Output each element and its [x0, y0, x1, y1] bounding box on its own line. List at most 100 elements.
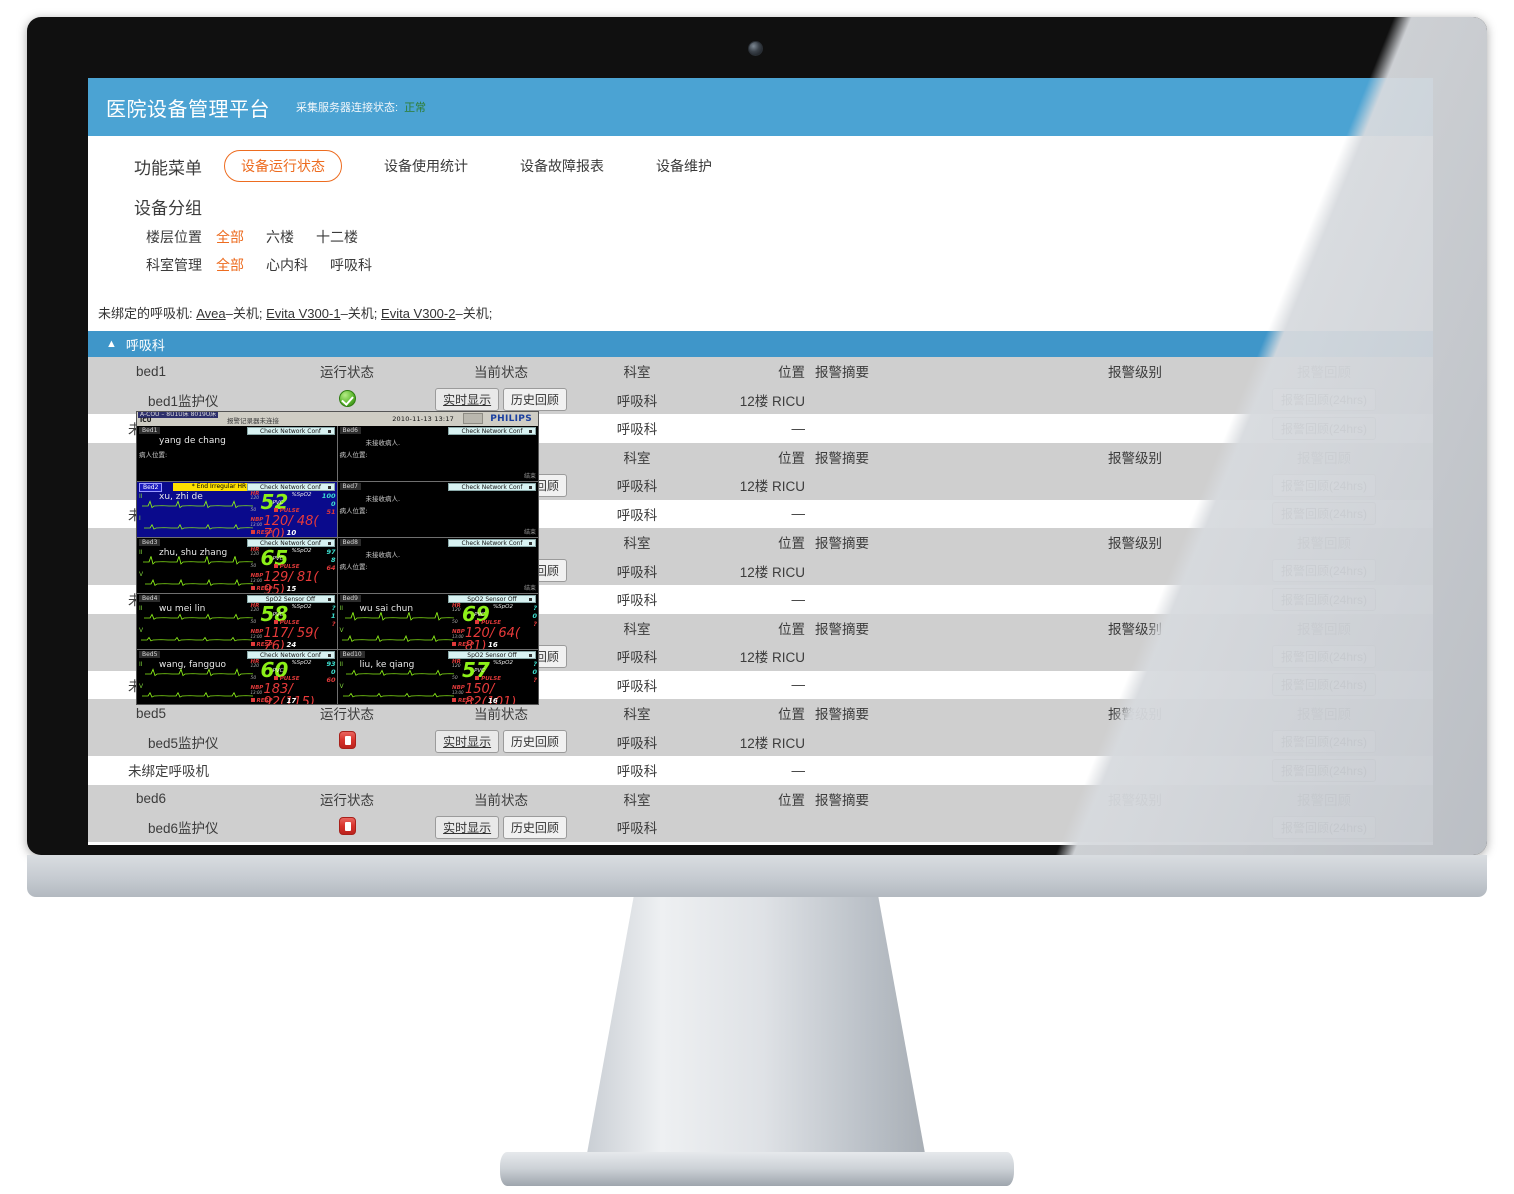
col-location: 位置 [778, 536, 805, 552]
alarm-review-button[interactable]: 报警回顾(24hrs) [1271, 502, 1376, 526]
status-ok-icon [338, 389, 356, 407]
pvc-value: 0 [330, 500, 336, 508]
bed-banner[interactable]: Check Network Conf [448, 483, 536, 491]
alarm-review-button[interactable]: 报警回顾(24hrs) [1271, 758, 1376, 782]
bed-banner[interactable]: Check Network Conf [448, 539, 536, 547]
device-alarm-level [1055, 813, 1215, 842]
status-stop-icon [273, 813, 421, 842]
function-menu-title: 功能菜单 [134, 158, 202, 178]
tab-usage-stats[interactable]: 设备使用统计 [384, 158, 468, 174]
filter-department-cardio[interactable]: 心内科 [266, 257, 308, 273]
philips-monitor-window[interactable]: A-COU – 8U1U床 8019U床 ICU 报警记录器未连接 2010-1… [136, 411, 539, 705]
status-stop-icon [273, 728, 421, 757]
resp-label: RESP [452, 642, 474, 648]
ecg-waveform-bottom [341, 634, 453, 643]
device-department: 呼吸科 [616, 821, 658, 837]
resp-value: 17 [286, 697, 297, 705]
philips-titlebar: A-COU – 8U1U床 8019U床 ICU 报警记录器未连接 2010-1… [137, 412, 538, 426]
philips-bed-cell[interactable]: Bed4 SpO2 Sensor Off wu mei lin II V HR 120 50 5… [137, 594, 337, 650]
spo2-label: %SpO2 [492, 604, 513, 610]
waveform-icon [463, 413, 483, 424]
philips-bed-cell[interactable]: Bed1 Check Network Conf yang de chang 病人位置: [137, 426, 337, 482]
function-menu: 功能菜单 设备运行状态 设备使用统计 设备故障报表 设备维护 [88, 136, 1433, 182]
vent-alarm-summary [805, 585, 1055, 614]
ecg-waveform-top [344, 612, 454, 621]
alarm-review-cell: 报警回顾(24hrs) [1215, 471, 1433, 500]
alarm-review-button[interactable]: 报警回顾(24hrs) [1271, 416, 1376, 440]
col-department: 科室 [623, 365, 651, 381]
resp-value: 10 [286, 529, 297, 537]
bed-banner[interactable]: SpO2 Sensor Off [246, 595, 335, 603]
spo2-label: %SpO2 [492, 660, 513, 666]
col-location: 位置 [778, 450, 805, 466]
history-review-button[interactable]: 历史回顾 [502, 388, 567, 412]
bed-banner[interactable]: Check Network Conf [448, 427, 536, 435]
philips-bed-cell[interactable]: Bed10 SpO2 Sensor Off liu, ke qiang II V HR 12… [337, 650, 538, 704]
unbound-link-evita2[interactable]: Evita V300-2 [381, 306, 456, 321]
device-alarm-level [1055, 386, 1215, 415]
connection-status-value: 正常 [404, 102, 427, 114]
alarm-review-button[interactable]: 报警回顾(24hrs) [1271, 587, 1376, 611]
col-alarm-summary: 报警摘要 [815, 365, 869, 381]
col-department: 科室 [623, 707, 651, 723]
vent-department: 呼吸科 [616, 593, 658, 609]
device-alarm-summary [805, 557, 1055, 586]
filter-department-resp[interactable]: 呼吸科 [330, 257, 372, 273]
philips-bed-cell[interactable]: Bed7 Check Network Conf 未接收病人. 病人位置: 结束 [337, 482, 538, 538]
section-header-resp[interactable]: ▲ 呼吸科 [88, 331, 1433, 357]
spo2-value: ? [331, 604, 336, 612]
col-department: 科室 [623, 450, 651, 466]
spo2-label: %SpO2 [291, 604, 312, 610]
filter-floor-6[interactable]: 六楼 [266, 229, 294, 245]
philips-bed-cell[interactable]: Bed8 Check Network Conf 未接收病人. 病人位置: 结束 [337, 538, 538, 594]
history-review-button[interactable]: 历史回顾 [502, 730, 567, 754]
chevron-up-icon: ▲ [106, 338, 117, 350]
device-department: 呼吸科 [616, 650, 658, 666]
bed-banner[interactable]: Check Network Conf [246, 427, 335, 435]
resp-value: 24 [286, 641, 297, 649]
unbound-link-avea[interactable]: Avea [196, 306, 226, 321]
philips-bed-cell[interactable]: Bed6 Check Network Conf 未接收病人. 病人位置: 结束 [337, 426, 538, 482]
live-display-button[interactable]: 实时显示 [435, 815, 500, 839]
live-display-button[interactable]: 实时显示 [435, 388, 500, 412]
alarm-review-button[interactable]: 报警回顾(24hrs) [1271, 559, 1376, 583]
bed-banner[interactable]: Check Network Conf [246, 483, 335, 491]
vent-alarm-level [1055, 756, 1215, 785]
ecg-waveform-bottom [145, 578, 253, 587]
page-title: 医院设备管理平台 [106, 98, 270, 121]
tab-fault-report[interactable]: 设备故障报表 [520, 158, 604, 174]
alarm-review-button[interactable]: 报警回顾(24hrs) [1271, 730, 1376, 754]
alarm-review-button[interactable]: 报警回顾(24hrs) [1271, 815, 1376, 839]
bed-banner[interactable]: Check Network Conf [246, 539, 335, 547]
patient-name: yang de chang [159, 436, 226, 446]
philips-bed-cell[interactable]: Bed9 SpO2 Sensor Off wu sai chun II V HR 120 50… [337, 594, 538, 650]
bed-number-label: Bed4 [139, 595, 161, 602]
col-location: 位置 [778, 365, 805, 381]
history-review-button[interactable]: 历史回顾 [502, 815, 567, 839]
bed-banner[interactable]: Check Network Conf [246, 651, 335, 659]
filter-floor-12[interactable]: 十二楼 [316, 229, 358, 245]
filter-department-all[interactable]: 全部 [216, 257, 244, 273]
philips-bed-cell[interactable]: Bed5 Check Network Conf wang, fangguo II V HR… [137, 650, 337, 705]
philips-bed-cell[interactable]: Bed2 * End Irregular HR Check Network Conf… [137, 482, 337, 538]
alarm-review-button[interactable]: 报警回顾(24hrs) [1271, 388, 1376, 412]
unbound-link-evita1[interactable]: Evita V300-1 [266, 306, 341, 321]
vitals-panel: HR 120 50 58 %SpO2? PVC 1 PULSE? NBP 13:00 117/ 59… [251, 603, 336, 649]
device-department: 呼吸科 [616, 393, 658, 409]
tab-maintenance[interactable]: 设备维护 [656, 158, 712, 174]
hr-low-limit: 50 [250, 620, 257, 625]
spo2-value: 97 [326, 548, 336, 556]
col-location: 位置 [778, 792, 805, 808]
philips-bed-cell[interactable]: Bed3 Check Network Conf zhu, shu zhang II V H… [137, 538, 337, 594]
filter-floor-all[interactable]: 全部 [216, 229, 244, 245]
nbp-time: 13:00 [250, 634, 263, 639]
alarm-review-button[interactable]: 报警回顾(24hrs) [1271, 473, 1376, 497]
device-alarm-level [1055, 471, 1215, 500]
col-alarm-summary: 报警摘要 [815, 450, 869, 466]
hr-high-limit: 120 [250, 664, 260, 669]
patient-position-label: 病人位置: [339, 451, 368, 459]
live-display-button[interactable]: 实时显示 [435, 730, 500, 754]
tab-device-status[interactable]: 设备运行状态 [224, 150, 342, 182]
alarm-review-button[interactable]: 报警回顾(24hrs) [1271, 644, 1376, 668]
alarm-review-button[interactable]: 报警回顾(24hrs) [1271, 673, 1376, 697]
